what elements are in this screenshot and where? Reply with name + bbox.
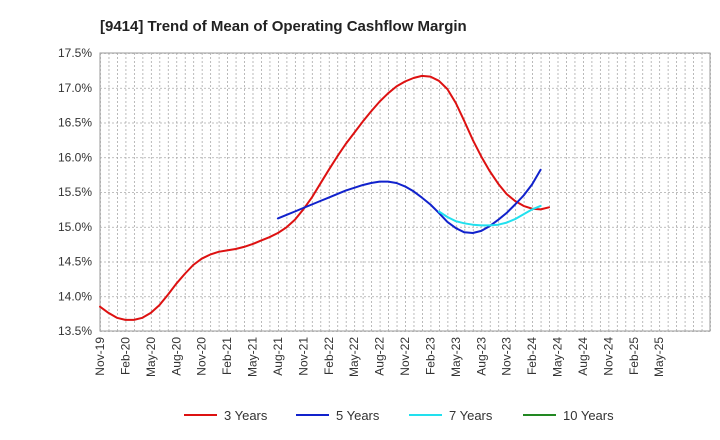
x-tick-label: Aug-23	[474, 337, 488, 376]
legend-label-10-years: 10 Years	[563, 408, 614, 423]
x-tick-label: May-20	[144, 337, 158, 377]
x-tick-label: Feb-22	[322, 337, 336, 375]
y-tick-label: 14.0%	[58, 289, 92, 303]
x-tick-label: Aug-20	[169, 337, 183, 376]
series-lines	[99, 74, 550, 321]
legend-label-7-years: 7 Years	[449, 408, 493, 423]
x-tick-label: Aug-21	[271, 337, 285, 376]
x-tick-label: Nov-24	[601, 337, 615, 376]
x-tick-label: Feb-21	[220, 337, 234, 375]
x-tick-label: May-21	[246, 337, 260, 377]
x-tick-label: Nov-22	[398, 337, 412, 376]
x-tick-label: Aug-22	[373, 337, 387, 376]
x-axis: Nov-19 Feb-20 May-20 Aug-20 Nov-20 Feb-21 May-…	[93, 337, 666, 377]
x-tick-label: Feb-20	[118, 337, 132, 375]
legend: 3 Years 5 Years 7 Years 10 Years	[184, 408, 614, 423]
plot-area	[99, 52, 711, 332]
legend-label-5-years: 5 Years	[336, 408, 380, 423]
x-tick-label: Aug-24	[576, 337, 590, 376]
x-tick-label: May-24	[551, 337, 565, 377]
series-line-7-years	[437, 204, 542, 227]
series-line-5-years	[276, 168, 542, 234]
gridlines	[100, 53, 711, 332]
x-tick-label: Feb-25	[627, 337, 641, 375]
y-tick-label: 14.5%	[58, 255, 92, 269]
x-tick-label: Nov-23	[500, 337, 514, 376]
y-tick-label: 16.5%	[58, 116, 92, 130]
x-tick-label: Nov-20	[195, 337, 209, 376]
series-line-3-years	[99, 74, 550, 321]
y-tick-label: 16.0%	[58, 150, 92, 164]
y-tick-label: 15.5%	[58, 185, 92, 199]
chart-title: [9414] Trend of Mean of Operating Cashfl…	[100, 18, 467, 35]
x-tick-label: Nov-19	[93, 337, 107, 376]
x-tick-label: Feb-24	[525, 337, 539, 375]
y-tick-label: 15.0%	[58, 220, 92, 234]
x-tick-label: May-23	[449, 337, 463, 377]
x-tick-label: May-22	[347, 337, 361, 377]
x-tick-label: Nov-21	[296, 337, 310, 376]
y-tick-label: 17.5%	[58, 46, 92, 60]
y-tick-label: 13.5%	[58, 324, 92, 338]
y-axis: 13.5% 14.0% 14.5% 15.0% 15.5% 16.0% 16.5% 17.0%…	[58, 46, 92, 338]
y-tick-label: 17.0%	[58, 81, 92, 95]
x-tick-label: May-25	[652, 337, 666, 377]
x-tick-label: Feb-23	[423, 337, 437, 375]
legend-label-3-years: 3 Years	[224, 408, 268, 423]
